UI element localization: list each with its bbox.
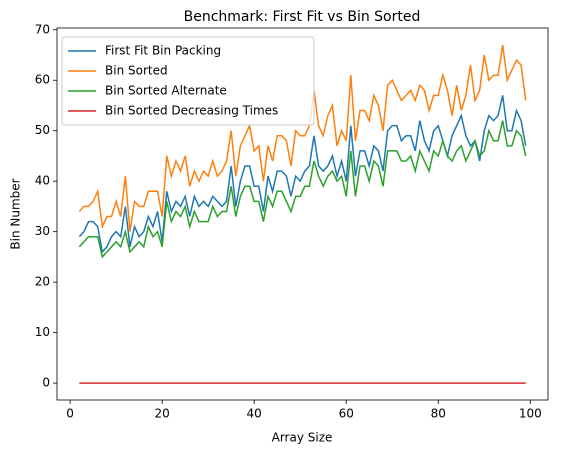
x-tick-label: 40 [247, 407, 262, 421]
y-tick-label: 40 [35, 174, 50, 188]
y-tick-label: 50 [35, 123, 50, 137]
x-tick-label: 20 [155, 407, 170, 421]
y-tick-label: 70 [35, 22, 50, 36]
legend-label: Bin Sorted Decreasing Times [105, 104, 278, 118]
y-tick-label: 0 [42, 376, 50, 390]
chart-title: Benchmark: First Fit vs Bin Sorted [184, 9, 421, 25]
legend-box [61, 36, 315, 126]
x-axis-label: Array Size [272, 431, 333, 445]
y-tick-label: 10 [35, 325, 50, 339]
plot-frame [56, 27, 549, 401]
legend: First Fit Bin Packing Bin Sorted Bin Sorte… [61, 36, 315, 126]
y-tick-label: 60 [35, 73, 50, 87]
x-tick-label: 100 [519, 407, 542, 421]
legend-label: First Fit Bin Packing [105, 44, 221, 58]
legend-label: Bin Sorted Alternate [105, 84, 227, 98]
x-tick-label: 80 [431, 407, 446, 421]
y-axis-label: Bin Number [9, 178, 23, 249]
y-tick-label: 20 [35, 275, 50, 289]
y-tick-label: 30 [35, 224, 50, 238]
series-line [78, 120, 527, 259]
series-line [78, 44, 527, 232]
series-line [78, 95, 527, 254]
x-tick-label: 60 [339, 407, 354, 421]
x-tick-label: 0 [66, 407, 74, 421]
legend-label: Bin Sorted [105, 64, 168, 78]
